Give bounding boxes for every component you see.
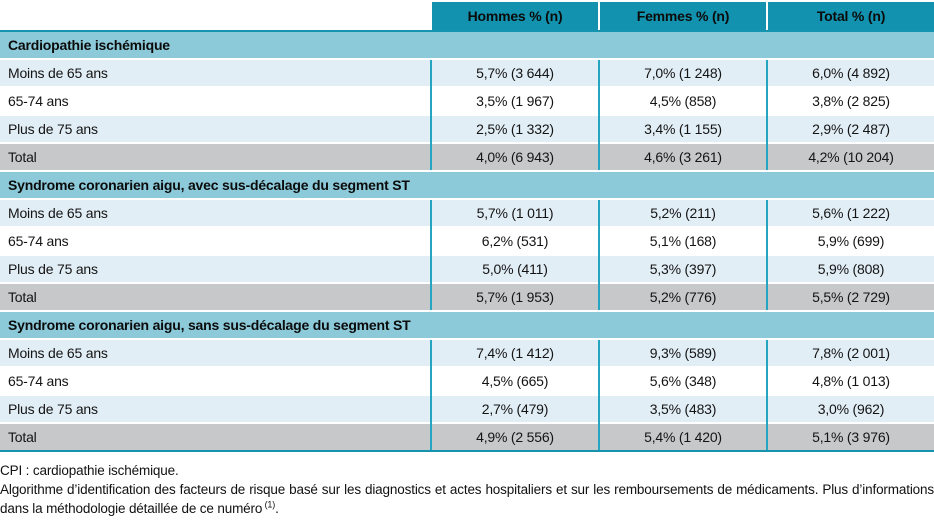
footnotes: CPI : cardiopathie ischémique. Algorithm… [0,461,934,518]
row-label: Moins de 65 ans [0,200,430,226]
column-header-total: Total % (n) [768,2,934,30]
footnote-abbreviation: CPI : cardiopathie ischémique. [0,463,179,478]
value-total: 3,8% (2 825) [768,88,934,114]
row-label: Plus de 75 ans [0,256,430,282]
table-bottom-border [0,450,934,452]
value-total: 6,0% (4 892) [768,60,934,86]
section-sca-sans-sus-decalage: Syndrome coronarien aigu, sans sus-décal… [0,312,934,450]
footnote-algorithm: Algorithme d’identification des facteurs… [0,480,934,518]
column-separator [598,200,600,310]
value-total: 2,9% (2 487) [768,116,934,142]
value-hommes: 5,0% (411) [432,256,598,282]
value-hommes: 5,7% (1 011) [432,200,598,226]
row-label: Total [0,424,430,450]
value-total: 7,8% (2 001) [768,340,934,366]
value-total: 5,6% (1 222) [768,200,934,226]
table-row: Moins de 65 ans 5,7% (3 644) 7,0% (1 248… [0,60,934,86]
value-hommes: 5,7% (1 953) [432,284,598,310]
column-separator [430,200,432,310]
value-hommes: 3,5% (1 967) [432,88,598,114]
row-label: Moins de 65 ans [0,340,430,366]
column-header-femmes: Femmes % (n) [600,2,766,30]
section-rows: Moins de 65 ans 5,7% (3 644) 7,0% (1 248… [0,60,934,170]
table-row-total: Total 4,9% (2 556) 5,4% (1 420) 5,1% (3 … [0,424,934,450]
table-row: 65-74 ans 3,5% (1 967) 4,5% (858) 3,8% (… [0,88,934,114]
column-separator [598,60,600,170]
value-total: 5,1% (3 976) [768,424,934,450]
value-hommes: 4,0% (6 943) [432,144,598,170]
column-separator [766,60,768,170]
table-row-total: Total 5,7% (1 953) 5,2% (776) 5,5% (2 72… [0,284,934,310]
row-label: Total [0,284,430,310]
section-cardiopathie-ischemique: Cardiopathie ischémique Moins de 65 ans … [0,32,934,170]
value-femmes: 3,4% (1 155) [600,116,766,142]
value-femmes: 4,5% (858) [600,88,766,114]
value-femmes: 9,3% (589) [600,340,766,366]
value-hommes: 2,5% (1 332) [432,116,598,142]
section-rows: Moins de 65 ans 5,7% (1 011) 5,2% (211) … [0,200,934,310]
value-total: 5,9% (699) [768,228,934,254]
table-row: Plus de 75 ans 5,0% (411) 5,3% (397) 5,9… [0,256,934,282]
footnote-algorithm-period: . [275,501,279,516]
value-femmes: 7,0% (1 248) [600,60,766,86]
row-label: Total [0,144,430,170]
value-total: 5,9% (808) [768,256,934,282]
table-header-row: Hommes % (n) Femmes % (n) Total % (n) [0,2,934,30]
table-top-border [0,30,934,32]
table-row: Moins de 65 ans 5,7% (1 011) 5,2% (211) … [0,200,934,226]
value-hommes: 6,2% (531) [432,228,598,254]
value-femmes: 5,2% (211) [600,200,766,226]
footnote-algorithm-text: Algorithme d’identification des facteurs… [0,482,934,516]
row-label: Plus de 75 ans [0,116,430,142]
table-row: Moins de 65 ans 7,4% (1 412) 9,3% (589) … [0,340,934,366]
value-hommes: 4,5% (665) [432,368,598,394]
row-label: Plus de 75 ans [0,396,430,422]
value-femmes: 4,6% (3 261) [600,144,766,170]
table-row: Plus de 75 ans 2,7% (479) 3,5% (483) 3,0… [0,396,934,422]
value-hommes: 5,7% (3 644) [432,60,598,86]
table-row: 65-74 ans 6,2% (531) 5,1% (168) 5,9% (69… [0,228,934,254]
value-femmes: 5,3% (397) [600,256,766,282]
footnote-reference-marker: (1) [262,499,276,510]
column-separator [598,340,600,450]
row-label: 65-74 ans [0,228,430,254]
section-title: Cardiopathie ischémique [0,32,934,58]
value-total: 4,2% (10 204) [768,144,934,170]
section-title: Syndrome coronarien aigu, avec sus-décal… [0,172,934,198]
value-femmes: 5,6% (348) [600,368,766,394]
value-femmes: 5,2% (776) [600,284,766,310]
column-header-hommes: Hommes % (n) [432,2,598,30]
value-total: 5,5% (2 729) [768,284,934,310]
row-label: 65-74 ans [0,88,430,114]
value-hommes: 7,4% (1 412) [432,340,598,366]
column-separator [430,340,432,450]
value-hommes: 4,9% (2 556) [432,424,598,450]
table-row: Plus de 75 ans 2,5% (1 332) 3,4% (1 155)… [0,116,934,142]
row-label: 65-74 ans [0,368,430,394]
value-total: 3,0% (962) [768,396,934,422]
row-label: Moins de 65 ans [0,60,430,86]
column-separator [766,200,768,310]
value-total: 4,8% (1 013) [768,368,934,394]
column-separator [766,340,768,450]
header-empty-corner [0,2,430,30]
section-rows: Moins de 65 ans 7,4% (1 412) 9,3% (589) … [0,340,934,450]
value-hommes: 2,7% (479) [432,396,598,422]
value-femmes: 5,1% (168) [600,228,766,254]
table-row-total: Total 4,0% (6 943) 4,6% (3 261) 4,2% (10… [0,144,934,170]
table-row: 65-74 ans 4,5% (665) 5,6% (348) 4,8% (1 … [0,368,934,394]
column-separator [430,60,432,170]
value-femmes: 3,5% (483) [600,396,766,422]
section-sca-avec-sus-decalage: Syndrome coronarien aigu, avec sus-décal… [0,172,934,310]
section-title: Syndrome coronarien aigu, sans sus-décal… [0,312,934,338]
value-femmes: 5,4% (1 420) [600,424,766,450]
